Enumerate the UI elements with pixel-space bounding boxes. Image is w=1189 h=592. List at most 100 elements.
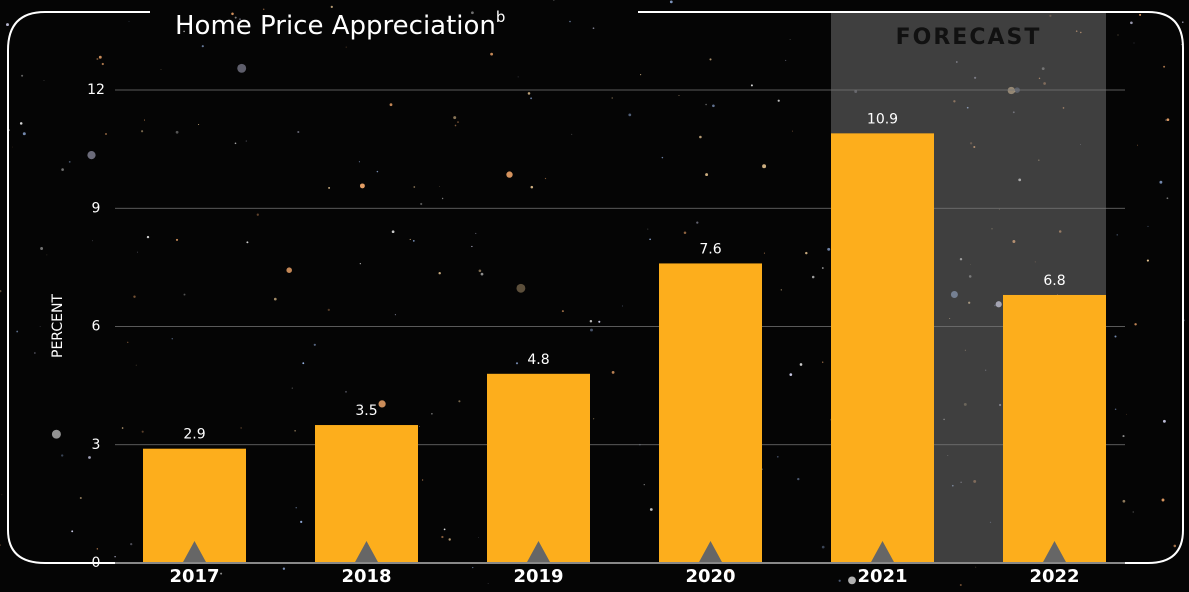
star [96,548,98,550]
star [611,97,613,99]
star [457,121,459,124]
star [220,572,223,575]
star [1146,259,1149,262]
star [683,231,687,234]
y-tick-label: 0 [92,555,101,571]
star [345,390,347,393]
star [991,228,993,230]
star [1166,197,1169,200]
star [805,251,808,255]
star [409,238,411,240]
star [705,103,707,106]
star [286,267,292,273]
star [51,429,61,439]
star [669,0,673,4]
star [516,283,526,293]
y-tick-label: 6 [92,319,101,335]
star [1114,408,1117,411]
x-tick-label: 2017 [169,566,219,587]
star [1173,544,1177,548]
star [964,349,966,351]
bar [487,373,590,563]
star [413,186,416,188]
star [963,402,967,406]
star [995,301,1002,308]
bar [659,263,762,563]
star [183,293,186,296]
star [237,63,247,73]
star [1139,13,1142,16]
star [561,310,564,313]
star [1122,435,1125,438]
frame-right [638,11,1184,564]
star [951,484,954,487]
star [1117,34,1119,36]
star [16,330,19,333]
value-label: 7.6 [699,241,721,257]
star [950,291,958,298]
star [420,202,423,206]
star [231,12,234,16]
star [256,213,259,216]
star [960,481,962,483]
star [998,208,1000,210]
star [678,95,680,97]
star [376,170,379,173]
star [121,427,124,429]
star [1041,67,1045,71]
star [443,528,446,531]
star [515,362,519,365]
bar-marker [698,541,723,563]
star [137,251,138,253]
star [589,320,593,323]
star [1147,225,1149,227]
star [6,23,9,27]
star [622,305,623,307]
star [811,275,815,279]
star [133,295,136,298]
star [240,427,242,429]
star [974,76,977,79]
star [969,142,973,145]
star [750,84,753,87]
star [822,361,824,363]
star [297,130,300,134]
star [359,263,361,265]
star [985,369,987,371]
star [88,456,91,459]
star [262,8,265,11]
star [544,177,547,180]
y-tick-label: 3 [92,437,101,453]
chart-title: Home Price Appreciation [175,11,496,41]
star [1165,119,1167,121]
star [506,171,513,178]
star [439,186,440,188]
frame-left [7,11,150,564]
star [943,418,945,421]
star [1034,261,1036,263]
star [101,62,104,66]
bar [831,133,934,563]
star [973,145,976,149]
star [989,521,992,523]
x-tick-label: 2022 [1029,566,1079,587]
star [970,264,971,265]
star [478,537,479,538]
star [649,238,651,241]
star [175,130,179,134]
star [696,221,699,224]
star [135,364,137,366]
star [959,257,963,261]
star [797,477,800,481]
value-label: 4.8 [527,352,549,368]
chart-title-group: Home Price Appreciationb [175,8,505,41]
star [968,301,971,304]
bar-marker [182,541,207,563]
star [699,135,702,139]
star [590,328,593,332]
star [647,228,649,230]
star [1007,86,1015,95]
star [1133,42,1135,44]
star [39,326,41,327]
star [953,100,956,103]
